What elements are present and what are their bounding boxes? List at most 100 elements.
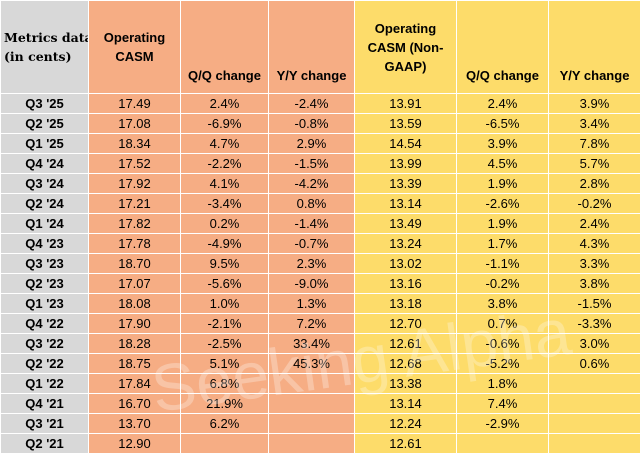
table-row: Q2 '21 12.90 12.61 — [0, 433, 640, 454]
operating-casm-nongaap-cell: 13.38 — [354, 373, 457, 394]
table-row: Q2 '24 17.21 -3.4% 0.8% 13.14 -2.6% -0.2% — [0, 193, 640, 214]
table-row: Q2 '22 18.75 5.1% 45.3% 12.68 -5.2% 0.6% — [0, 353, 640, 374]
operating-casm-nongaap-cell: 12.70 — [354, 313, 457, 334]
operating-casm-cell: 17.78 — [88, 233, 181, 254]
operating-casm-nongaap-cell: 13.14 — [354, 193, 457, 214]
operating-casm-cell: 16.70 — [88, 393, 181, 414]
nongaap-qq-change-cell: 1.9% — [456, 173, 549, 194]
period-cell: Q4 '22 — [0, 313, 89, 334]
yy-change-cell: 2.3% — [268, 253, 355, 274]
nongaap-qq-change-cell: -1.1% — [456, 253, 549, 274]
period-cell: Q1 '23 — [0, 293, 89, 314]
casm-table: Metrics data (in cents) Operating CASM Q… — [0, 0, 640, 454]
period-cell: Q3 '21 — [0, 413, 89, 434]
nongaap-yy-change-cell — [548, 393, 640, 414]
operating-casm-cell: 18.75 — [88, 353, 181, 374]
qq-change-cell: 1.0% — [180, 293, 269, 314]
operating-casm-cell: 17.08 — [88, 113, 181, 134]
yy-change-cell — [268, 393, 355, 414]
nongaap-qq-change-cell: 1.7% — [456, 233, 549, 254]
table-row: Q2 '23 17.07 -5.6% -9.0% 13.16 -0.2% 3.8% — [0, 273, 640, 294]
operating-casm-nongaap-cell: 13.18 — [354, 293, 457, 314]
nongaap-qq-change-cell: 1.9% — [456, 213, 549, 234]
qq-change-cell: -2.2% — [180, 153, 269, 174]
yy-change-cell: 33.4% — [268, 333, 355, 354]
nongaap-yy-change-cell: 7.8% — [548, 133, 640, 154]
qq-change-cell: -3.4% — [180, 193, 269, 214]
operating-casm-nongaap-cell: 13.14 — [354, 393, 457, 414]
metrics-header: Metrics data (in cents) — [0, 0, 89, 94]
qq-change-header: Q/Q change — [180, 0, 269, 94]
qq-change-cell — [180, 433, 269, 454]
nongaap-qq-change-cell: 4.5% — [456, 153, 549, 174]
metrics-header-line2: (in cents) — [4, 49, 72, 64]
operating-casm-nongaap-cell: 13.16 — [354, 273, 457, 294]
table-row: Q3 '22 18.28 -2.5% 33.4% 12.61 -0.6% 3.0% — [0, 333, 640, 354]
nongaap-qq-change-cell: 0.7% — [456, 313, 549, 334]
nongaap-yy-change-cell: -0.2% — [548, 193, 640, 214]
table-row: Q1 '22 17.84 6.8% 13.38 1.8% — [0, 373, 640, 394]
yy-change-cell: -1.4% — [268, 213, 355, 234]
nongaap-yy-change-cell — [548, 433, 640, 454]
operating-casm-cell: 17.90 — [88, 313, 181, 334]
period-cell: Q4 '24 — [0, 153, 89, 174]
nongaap-yy-change-cell: 3.8% — [548, 273, 640, 294]
qq-change-cell: 0.2% — [180, 213, 269, 234]
operating-casm-cell: 12.90 — [88, 433, 181, 454]
nongaap-qq-change-header: Q/Q change — [456, 0, 549, 94]
yy-change-cell: 0.8% — [268, 193, 355, 214]
yy-change-cell — [268, 433, 355, 454]
operating-casm-cell: 17.82 — [88, 213, 181, 234]
operating-casm-nongaap-cell: 12.24 — [354, 413, 457, 434]
nongaap-yy-change-header: Y/Y change — [548, 0, 640, 94]
operating-casm-nongaap-cell: 12.61 — [354, 433, 457, 454]
nongaap-yy-change-cell: 3.4% — [548, 113, 640, 134]
period-cell: Q4 '21 — [0, 393, 89, 414]
qq-change-cell: 4.7% — [180, 133, 269, 154]
period-cell: Q2 '23 — [0, 273, 89, 294]
operating-casm-cell: 17.21 — [88, 193, 181, 214]
nongaap-yy-change-cell: 3.3% — [548, 253, 640, 274]
period-cell: Q3 '22 — [0, 333, 89, 354]
nongaap-qq-change-cell: 7.4% — [456, 393, 549, 414]
yy-change-cell: -9.0% — [268, 273, 355, 294]
yy-change-cell: 1.3% — [268, 293, 355, 314]
operating-casm-cell: 18.70 — [88, 253, 181, 274]
operating-casm-cell: 17.49 — [88, 93, 181, 114]
qq-change-cell: 6.2% — [180, 413, 269, 434]
operating-casm-nongaap-cell: 13.99 — [354, 153, 457, 174]
header-row: Metrics data (in cents) Operating CASM Q… — [0, 0, 640, 94]
nongaap-yy-change-cell: 3.0% — [548, 333, 640, 354]
nongaap-qq-change-cell: -0.6% — [456, 333, 549, 354]
yy-change-cell: -2.4% — [268, 93, 355, 114]
operating-casm-nongaap-cell: 13.39 — [354, 173, 457, 194]
nongaap-qq-change-cell: -2.6% — [456, 193, 549, 214]
operating-casm-nongaap-cell: 13.59 — [354, 113, 457, 134]
yy-change-cell: 7.2% — [268, 313, 355, 334]
table-row: Q3 '25 17.49 2.4% -2.4% 13.91 2.4% 3.9% — [0, 93, 640, 114]
operating-casm-cell: 18.28 — [88, 333, 181, 354]
period-cell: Q3 '24 — [0, 173, 89, 194]
table-row: Q4 '21 16.70 21.9% 13.14 7.4% — [0, 393, 640, 414]
nongaap-yy-change-cell — [548, 373, 640, 394]
nongaap-qq-change-cell: 3.8% — [456, 293, 549, 314]
nongaap-qq-change-cell: 2.4% — [456, 93, 549, 114]
operating-casm-cell: 18.34 — [88, 133, 181, 154]
table-row: Q2 '25 17.08 -6.9% -0.8% 13.59 -6.5% 3.4% — [0, 113, 640, 134]
table-row: Q1 '24 17.82 0.2% -1.4% 13.49 1.9% 2.4% — [0, 213, 640, 234]
operating-casm-cell: 17.52 — [88, 153, 181, 174]
metrics-header-line1: Metrics data — [4, 30, 89, 45]
period-cell: Q2 '21 — [0, 433, 89, 454]
qq-change-cell: 21.9% — [180, 393, 269, 414]
yy-change-cell — [268, 373, 355, 394]
operating-casm-nongaap-cell: 13.49 — [354, 213, 457, 234]
qq-change-cell: -2.1% — [180, 313, 269, 334]
operating-casm-cell: 17.07 — [88, 273, 181, 294]
operating-casm-nongaap-header: Operating CASM (Non-GAAP) — [354, 0, 457, 94]
yy-change-header: Y/Y change — [268, 0, 355, 94]
qq-change-cell: -4.9% — [180, 233, 269, 254]
qq-change-cell: -2.5% — [180, 333, 269, 354]
table-row: Q1 '23 18.08 1.0% 1.3% 13.18 3.8% -1.5% — [0, 293, 640, 314]
qq-change-cell: 9.5% — [180, 253, 269, 274]
period-cell: Q3 '23 — [0, 253, 89, 274]
